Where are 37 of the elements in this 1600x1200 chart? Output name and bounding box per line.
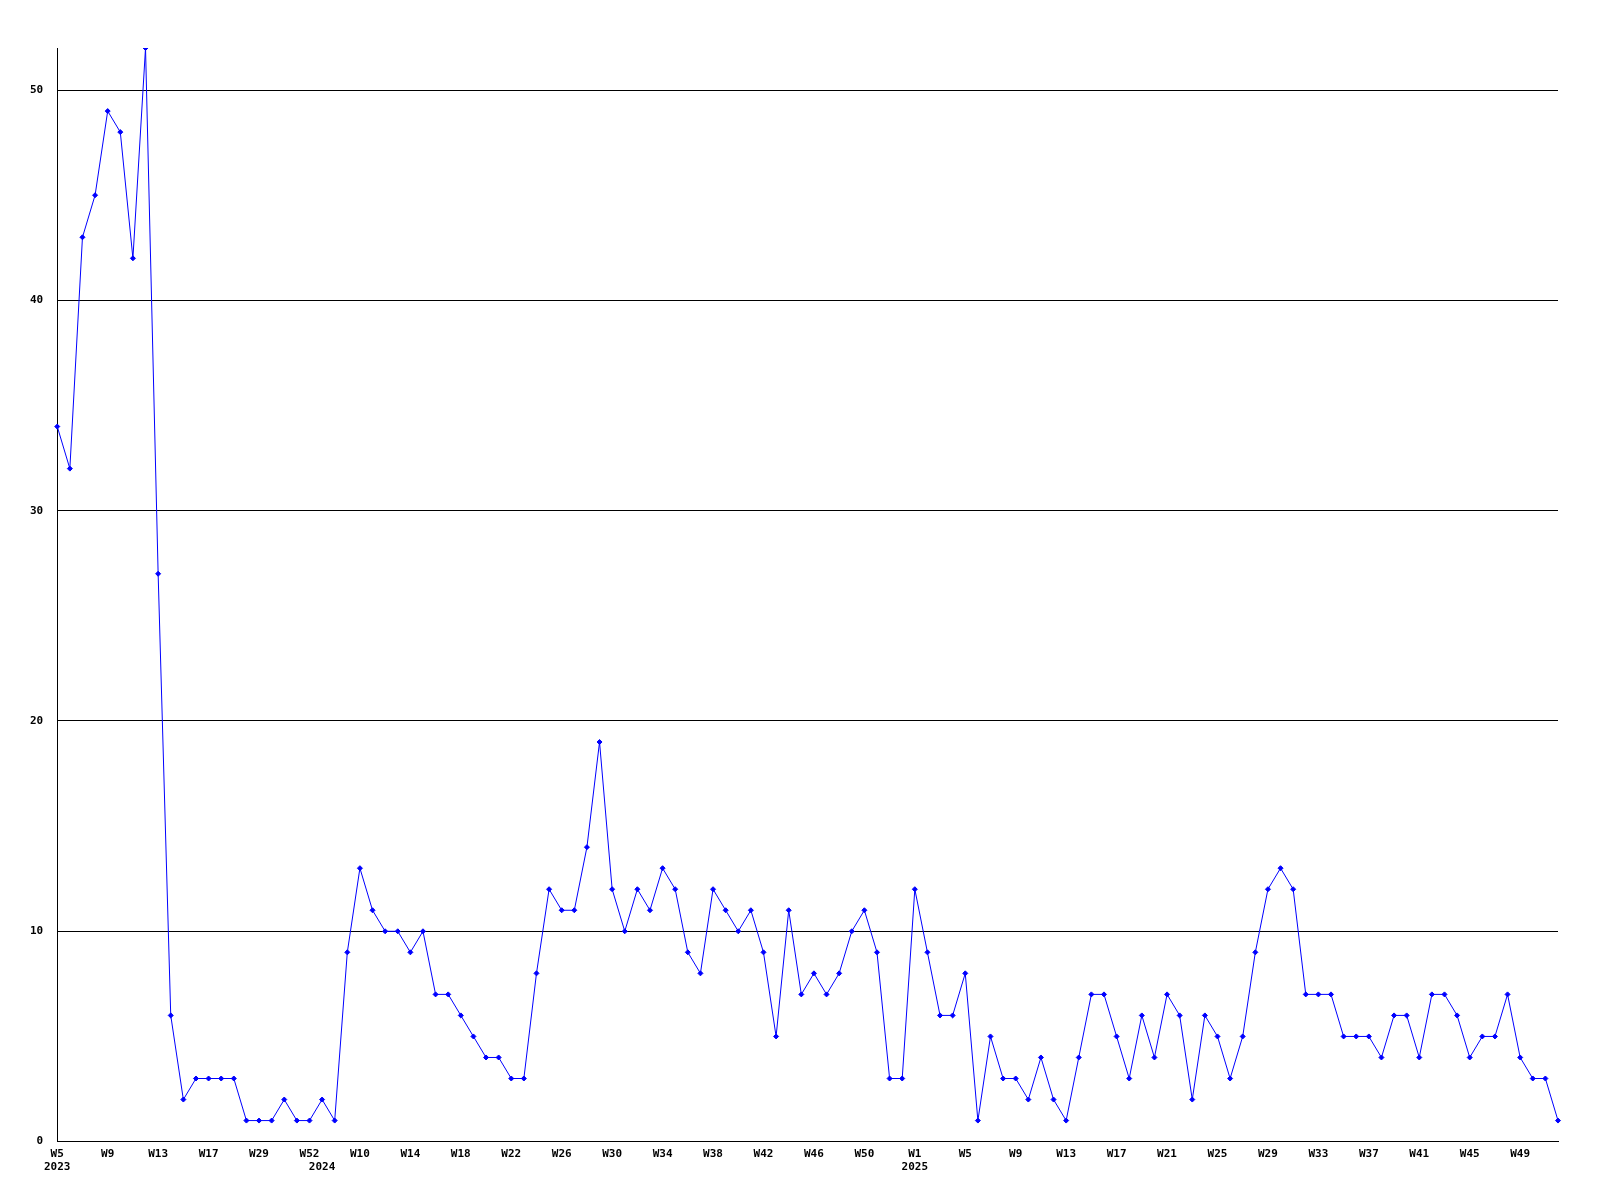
x-tick-label: W13	[1056, 1147, 1077, 1161]
x-tick-label: W29	[1258, 1147, 1278, 1161]
x-tick-label: W25	[1207, 1147, 1228, 1161]
x-tick-label: W17	[198, 1147, 219, 1161]
y-tick-label: 20	[30, 713, 44, 727]
x-tick-label: W14	[400, 1147, 421, 1161]
x-tick-label: W49	[1510, 1147, 1531, 1161]
x-tick-label: W29	[249, 1147, 269, 1161]
x-tick-label: W17	[1106, 1147, 1127, 1161]
x-tick-label: W50	[854, 1147, 875, 1161]
x-tick-label: W22	[501, 1147, 522, 1161]
x-tick-label: W41	[1409, 1147, 1430, 1161]
x-tick-label: W10	[349, 1147, 370, 1161]
x-tick-label: W33	[1308, 1147, 1329, 1161]
x-tick-label: W46	[803, 1147, 825, 1161]
x-tick-label: W9	[101, 1147, 115, 1161]
x-tick-label: W45	[1459, 1147, 1480, 1161]
y-tick-label: 10	[30, 924, 44, 938]
x-tick-label: W5	[958, 1147, 972, 1161]
y-tick-label: 0	[36, 1134, 44, 1148]
x-tick-label: W42	[753, 1147, 774, 1161]
y-tick-label: 30	[30, 503, 44, 517]
x-tick-label: W13	[148, 1147, 169, 1161]
x-tick-label: W30	[602, 1147, 623, 1161]
x-tick-label: W21	[1157, 1147, 1178, 1161]
x-tick-label: W34	[652, 1147, 673, 1161]
y-tick-label: 50	[30, 82, 44, 96]
y-tick-label: 40	[30, 293, 44, 307]
x-tick-label: W5 2023	[44, 1147, 71, 1174]
x-tick-label: W1 2025	[901, 1147, 929, 1174]
x-tick-label: W18	[450, 1147, 471, 1161]
x-tick-label: W26	[551, 1147, 573, 1161]
x-tick-label: W52	[299, 1147, 320, 1161]
x-tick-label: W9	[1009, 1147, 1023, 1161]
x-tick-label: W37	[1358, 1147, 1379, 1161]
x-tick-label: 2024	[308, 1160, 336, 1174]
x-tick-label: W38	[703, 1147, 723, 1161]
